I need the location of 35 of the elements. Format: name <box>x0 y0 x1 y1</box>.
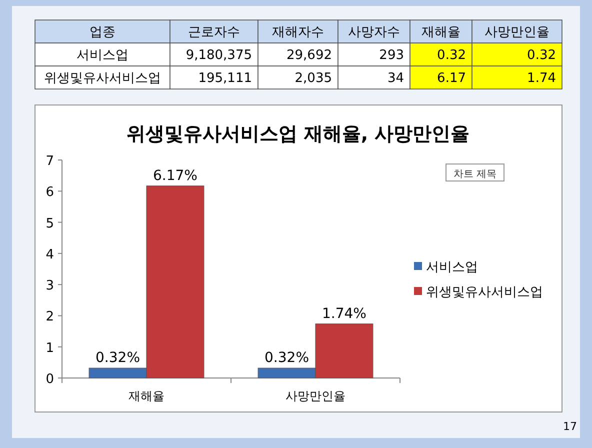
text: 차트 제목 <box>453 169 497 180</box>
data-label: 6.17% <box>152 168 198 184</box>
y-tick-label: 5 <box>46 216 54 232</box>
text: 9,180,375 <box>186 48 252 63</box>
text: 29,692 <box>286 48 332 63</box>
text: 17 <box>563 420 577 433</box>
y-tick-label: 2 <box>46 310 54 325</box>
data-label: 0.32% <box>264 350 310 366</box>
text: 위생및유사서비스업 <box>44 71 161 86</box>
text: 293 <box>379 48 404 63</box>
data-label: 0.32% <box>96 350 140 366</box>
text: 1.74 <box>527 71 556 86</box>
legend-label: 위생및유사서비스업 <box>426 285 543 300</box>
text: 0.32 <box>527 48 556 63</box>
legend-label: 서비스업 <box>426 260 478 275</box>
y-tick-label: 0 <box>46 372 54 387</box>
y-tick-label: 7 <box>46 154 54 169</box>
chart-title: 위생및유사서비스업 재해율, 사망만인율 <box>126 123 470 145</box>
text: 재해자수 <box>272 25 324 40</box>
text: 재해율 <box>422 25 460 40</box>
text: 근로자수 <box>188 25 240 40</box>
text: 사망자수 <box>348 25 400 40</box>
data-label: 1.74% <box>322 306 366 322</box>
y-tick-label: 4 <box>46 247 54 262</box>
text: 업종 <box>90 25 116 40</box>
y-tick-label: 3 <box>46 278 54 294</box>
y-tick-label: 1 <box>46 340 54 356</box>
text: 195,111 <box>198 71 252 86</box>
y-tick-label: 6 <box>46 185 54 200</box>
text: 6.17 <box>437 71 466 86</box>
text: 사망만인율 <box>484 25 550 40</box>
text: 34 <box>387 71 404 86</box>
text: 0.32 <box>437 48 466 63</box>
text: 2,035 <box>294 71 332 86</box>
text: 서비스업 <box>76 48 128 63</box>
